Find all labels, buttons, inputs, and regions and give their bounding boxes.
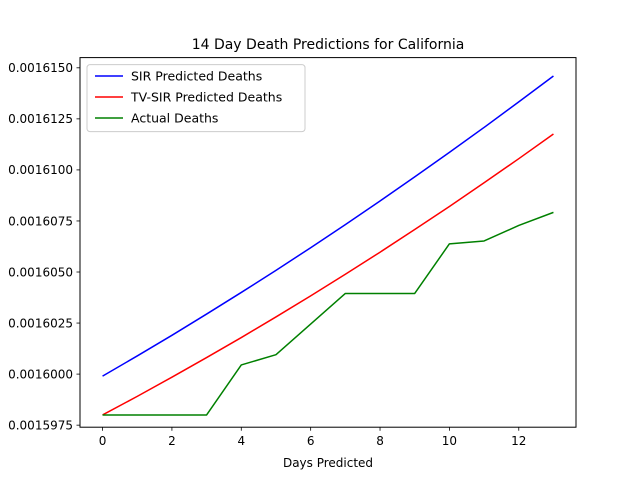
- y-tick-label: 0.0016100: [8, 163, 73, 177]
- y-tick-label: 0.0016125: [8, 112, 73, 126]
- legend-label-tv-sir-predicted-deaths: TV-SIR Predicted Deaths: [130, 90, 282, 105]
- legend-label-sir-predicted-deaths: SIR Predicted Deaths: [131, 69, 262, 84]
- legend: SIR Predicted Deaths TV-SIR Predicted Dea…: [86, 64, 306, 133]
- legend-label-actual-deaths: Actual Deaths: [131, 111, 218, 126]
- plot-lines: [102, 75, 554, 416]
- y-tick-label: 0.0016025: [8, 316, 73, 330]
- y-axis-ticks: 0.0015975 0.0016000 0.0016025 0.0016050 0.00…: [8, 61, 80, 432]
- plot-frame: [79, 57, 577, 428]
- x-axis-label: Days Predicted: [283, 456, 373, 470]
- series-line-tv-sir-predicted-deaths: [102, 133, 554, 416]
- y-tick-label: 0.0016150: [8, 61, 73, 75]
- x-tick-label: 10: [442, 434, 457, 448]
- x-tick-label: 4: [237, 434, 245, 448]
- x-tick-label: 8: [376, 434, 384, 448]
- series-line-sir-predicted-deaths: [102, 75, 554, 377]
- x-tick-label: 12: [511, 434, 526, 448]
- x-axis-ticks: 0 2 4 6 8 10 12: [99, 427, 526, 448]
- x-tick-label: 0: [99, 434, 107, 448]
- series-line-actual-deaths: [102, 211, 554, 416]
- x-tick-label: 2: [168, 434, 176, 448]
- y-tick-label: 0.0015975: [8, 418, 73, 432]
- legend-box: [86, 64, 306, 133]
- x-tick-label: 6: [307, 434, 315, 448]
- y-tick-label: 0.0016050: [8, 265, 73, 279]
- y-tick-label: 0.0016000: [8, 367, 73, 381]
- chart-title: 14 Day Death Predictions for California: [192, 37, 465, 53]
- y-tick-label: 0.0016075: [8, 214, 73, 228]
